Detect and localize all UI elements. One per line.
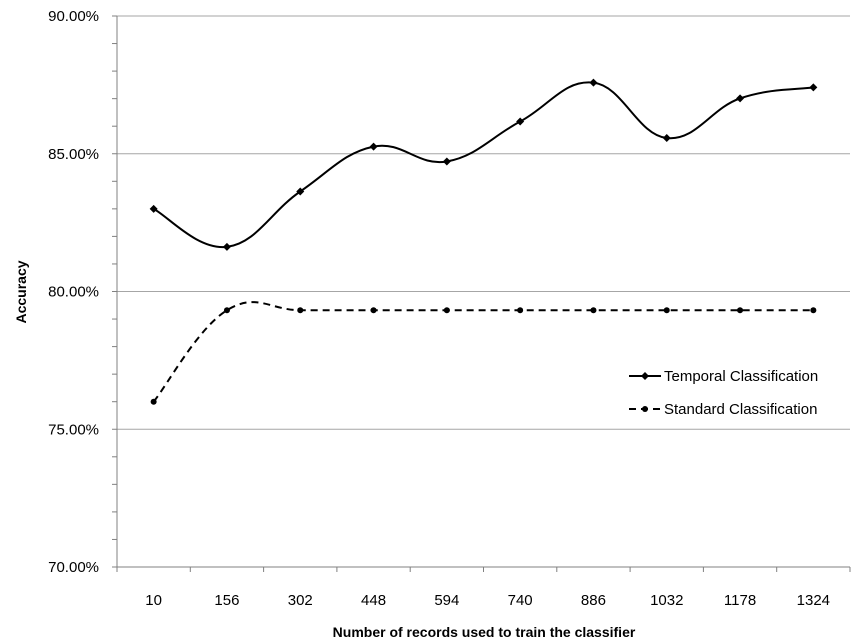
data-point-temporal-classification (369, 142, 378, 151)
x-tick-label: 1324 (797, 592, 830, 609)
x-tick-labels: 10 156 302 448 594 740 886 1032 1178 1324 (145, 592, 830, 609)
y-tick-label: 85.00% (48, 146, 99, 163)
data-point-temporal-classification (296, 187, 305, 196)
x-tick-label: 448 (361, 592, 386, 609)
y-tick-label: 75.00% (48, 421, 99, 438)
legend-label-temporal: Temporal Classification (664, 368, 818, 385)
x-tick-label: 302 (288, 592, 313, 609)
x-tick-label: 886 (581, 592, 606, 609)
x-tick-label: 156 (214, 592, 239, 609)
legend-item-temporal: Temporal Classification (629, 368, 818, 385)
x-tick-label: 1178 (724, 592, 756, 609)
data-point-standard-classification (370, 307, 377, 314)
x-tick-label: 740 (508, 592, 533, 609)
data-point-standard-classification (663, 307, 670, 314)
x-axis-title: Number of records used to train the clas… (333, 624, 636, 640)
data-point-standard-classification (737, 307, 744, 314)
data-point-temporal-classification (222, 242, 231, 251)
x-tick-label: 1032 (650, 592, 683, 609)
data-point-temporal-classification (662, 134, 671, 143)
series-lines (152, 81, 814, 403)
data-point-standard-classification (223, 307, 230, 314)
data-point-temporal-classification (516, 117, 525, 126)
series-line-standard-classification (152, 301, 814, 403)
data-point-temporal-classification (589, 78, 598, 87)
legend: Temporal Classification Standard Classif… (629, 368, 818, 418)
legend-label-standard: Standard Classification (664, 401, 817, 418)
gridlines (117, 15, 850, 430)
data-point-temporal-classification (736, 94, 745, 103)
axes (112, 15, 851, 572)
data-point-standard-classification (443, 307, 450, 314)
series-line-temporal-classification (153, 81, 814, 248)
y-tick-label: 90.00% (48, 8, 99, 25)
data-point-standard-classification (517, 307, 524, 314)
x-tick-label: 594 (434, 592, 459, 609)
legend-marker-temporal (641, 372, 649, 380)
y-axis-title: Accuracy (13, 260, 29, 323)
y-tick-label: 70.00% (48, 559, 99, 576)
data-point-standard-classification (590, 307, 597, 314)
data-point-temporal-classification (809, 83, 818, 92)
data-point-standard-classification (150, 398, 157, 405)
series-markers (149, 78, 818, 405)
data-point-temporal-classification (442, 157, 451, 166)
data-point-standard-classification (297, 307, 304, 314)
data-point-temporal-classification (149, 204, 158, 213)
legend-item-standard: Standard Classification (629, 401, 817, 418)
legend-marker-standard (642, 406, 648, 412)
data-point-standard-classification (810, 307, 817, 314)
y-tick-label: 80.00% (48, 284, 99, 301)
y-tick-labels: 70.00% 75.00% 80.00% 85.00% 90.00% (48, 8, 99, 576)
x-tick-label: 10 (145, 592, 162, 609)
